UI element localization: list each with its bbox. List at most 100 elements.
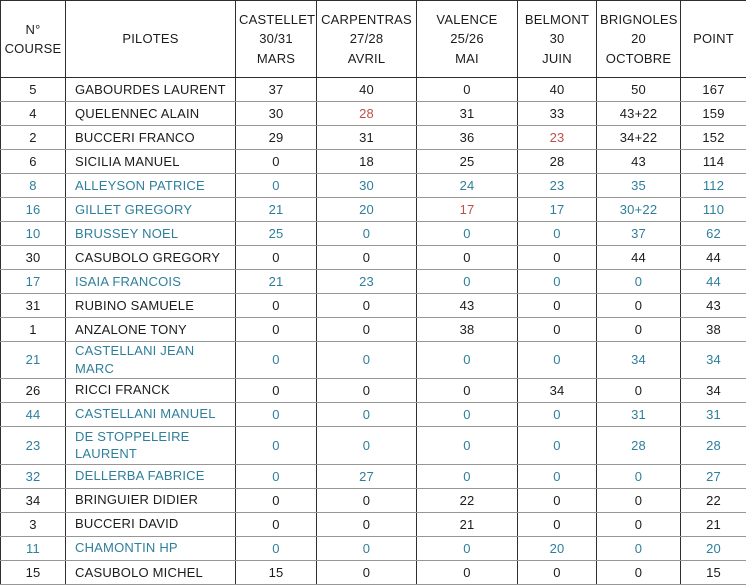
cell-points-total: 44 (680, 269, 746, 295)
cell-pilot-name: CASUBOLO MICHEL (65, 559, 236, 586)
column-header-valence: VALENCE 25/26 MAI (416, 0, 518, 78)
cell-score-brignoles: 0 (596, 535, 681, 561)
cell-score-castellet: 0 (235, 149, 317, 175)
cell-pilot-name: SICILIA MANUEL (65, 149, 236, 175)
cell-course-number: 5 (0, 76, 66, 103)
cell-course-number: 30 (0, 245, 66, 271)
table-row: 31 RUBINO SAMUELE 0 0 43 0 0 43 (0, 293, 746, 319)
cell-score-brignoles: 28 (596, 425, 681, 465)
table-row: 32 DELLERBA FABRICE 0 27 0 0 0 27 (0, 463, 746, 489)
cell-score-castellet: 0 (235, 173, 317, 199)
cell-score-brignoles: 37 (596, 221, 681, 247)
cell-pilot-name: DE STOPPELEIRE LAURENT (65, 425, 236, 465)
cell-score-castellet: 0 (235, 341, 317, 379)
cell-score-carpentras: 0 (316, 511, 417, 537)
cell-pilot-name: CASTELLANI JEAN MARC (65, 341, 236, 379)
cell-score-carpentras: 0 (316, 425, 417, 465)
cell-pilot-name: DELLERBA FABRICE (65, 463, 236, 489)
cell-pilot-name: GABOURDES LAURENT (65, 76, 236, 103)
cell-score-brignoles: 0 (596, 463, 681, 489)
cell-course-number: 8 (0, 173, 66, 199)
cell-points-total: 167 (680, 76, 746, 103)
table-row: 4 QUELENNEC ALAIN 30 28 31 33 43+22 159 (0, 101, 746, 127)
cell-score-valence: 0 (416, 425, 518, 465)
cell-score-valence: 36 (416, 125, 518, 151)
table-row: 1 ANZALONE TONY 0 0 38 0 0 38 (0, 317, 746, 343)
cell-points-total: 152 (680, 125, 746, 151)
cell-score-castellet: 0 (235, 245, 317, 271)
cell-score-brignoles: 30+22 (596, 197, 681, 223)
cell-score-valence: 38 (416, 317, 518, 343)
column-header-brignoles: BRIGNOLES 20 OCTOBRE (596, 0, 681, 78)
cell-pilot-name: BRINGUIER DIDIER (65, 487, 236, 513)
cell-course-number: 3 (0, 511, 66, 537)
cell-points-total: 27 (680, 463, 746, 489)
cell-pilot-name: ALLEYSON PATRICE (65, 173, 236, 199)
cell-score-brignoles: 0 (596, 511, 681, 537)
cell-score-belmont: 0 (517, 317, 597, 343)
cell-points-total: 110 (680, 197, 746, 223)
cell-score-castellet: 0 (235, 425, 317, 465)
cell-score-castellet: 0 (235, 535, 317, 561)
cell-score-castellet: 25 (235, 221, 317, 247)
cell-pilot-name: GILLET GREGORY (65, 197, 236, 223)
header-row: N° COURSE PILOTES CASTELLET 30/31 MARS C… (0, 0, 746, 78)
cell-pilot-name: CASUBOLO GREGORY (65, 245, 236, 271)
cell-points-total: 112 (680, 173, 746, 199)
cell-points-total: 21 (680, 511, 746, 537)
cell-score-castellet: 21 (235, 269, 317, 295)
cell-score-brignoles: 0 (596, 293, 681, 319)
cell-score-valence: 31 (416, 101, 518, 127)
cell-points-total: 34 (680, 377, 746, 403)
table-row: 3 BUCCERI DAVID 0 0 21 0 0 21 (0, 511, 746, 537)
cell-score-belmont: 0 (517, 463, 597, 489)
cell-score-brignoles: 34 (596, 341, 681, 379)
table-row: 44 CASTELLANI MANUEL 0 0 0 0 31 31 (0, 401, 746, 427)
cell-score-valence: 17 (416, 197, 518, 223)
cell-score-carpentras: 0 (316, 535, 417, 561)
cell-score-valence: 0 (416, 559, 518, 586)
cell-course-number: 16 (0, 197, 66, 223)
cell-score-castellet: 37 (235, 76, 317, 103)
cell-score-belmont: 17 (517, 197, 597, 223)
cell-score-castellet: 0 (235, 377, 317, 403)
cell-score-carpentras: 0 (316, 377, 417, 403)
cell-score-belmont: 40 (517, 76, 597, 103)
cell-score-belmont: 0 (517, 487, 597, 513)
column-header-point: POINT (680, 0, 746, 78)
cell-score-valence: 22 (416, 487, 518, 513)
cell-score-carpentras: 0 (316, 293, 417, 319)
cell-score-valence: 0 (416, 377, 518, 403)
table-row: 23 DE STOPPELEIRE LAURENT 0 0 0 0 28 28 (0, 425, 746, 465)
cell-score-brignoles: 43+22 (596, 101, 681, 127)
cell-pilot-name: ANZALONE TONY (65, 317, 236, 343)
cell-score-brignoles: 31 (596, 401, 681, 427)
cell-score-castellet: 29 (235, 125, 317, 151)
cell-score-valence: 24 (416, 173, 518, 199)
cell-score-castellet: 0 (235, 463, 317, 489)
cell-score-carpentras: 0 (316, 401, 417, 427)
cell-score-carpentras: 28 (316, 101, 417, 127)
cell-score-brignoles: 0 (596, 377, 681, 403)
cell-score-carpentras: 31 (316, 125, 417, 151)
cell-score-carpentras: 0 (316, 487, 417, 513)
cell-score-brignoles: 34+22 (596, 125, 681, 151)
cell-score-belmont: 28 (517, 149, 597, 175)
cell-points-total: 62 (680, 221, 746, 247)
cell-score-brignoles: 44 (596, 245, 681, 271)
cell-points-total: 38 (680, 317, 746, 343)
cell-points-total: 34 (680, 341, 746, 379)
cell-score-belmont: 0 (517, 401, 597, 427)
table-row: 17 ISAIA FRANCOIS 21 23 0 0 0 44 (0, 269, 746, 295)
cell-score-carpentras: 27 (316, 463, 417, 489)
cell-pilot-name: CASTELLANI MANUEL (65, 401, 236, 427)
cell-pilot-name: CHAMONTIN HP (65, 535, 236, 561)
cell-score-belmont: 20 (517, 535, 597, 561)
table-row: 2 BUCCERI FRANCO 29 31 36 23 34+22 152 (0, 125, 746, 151)
cell-course-number: 1 (0, 317, 66, 343)
table-row: 11 CHAMONTIN HP 0 0 0 20 0 20 (0, 535, 746, 561)
cell-score-belmont: 0 (517, 341, 597, 379)
cell-score-carpentras: 23 (316, 269, 417, 295)
table-row: 8 ALLEYSON PATRICE 0 30 24 23 35 112 (0, 173, 746, 199)
